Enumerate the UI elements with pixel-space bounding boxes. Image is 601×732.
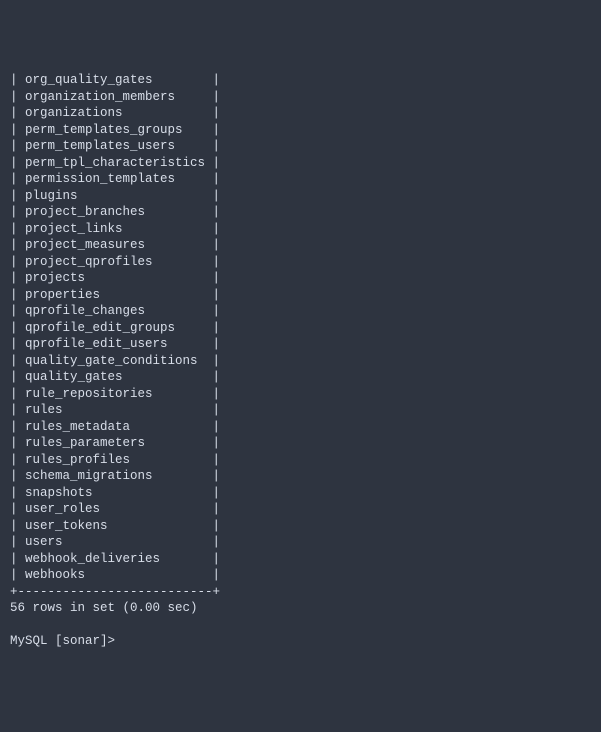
table-row: | properties | <box>10 287 591 304</box>
terminal-output: | org_quality_gates || organization_memb… <box>10 72 591 650</box>
table-row: | project_branches | <box>10 204 591 221</box>
table-row: | rules_profiles | <box>10 452 591 469</box>
table-row: | project_links | <box>10 221 591 238</box>
table-row: | project_qprofiles | <box>10 254 591 271</box>
table-row: | schema_migrations | <box>10 468 591 485</box>
table-row: | rules | <box>10 402 591 419</box>
table-row: | rules_metadata | <box>10 419 591 436</box>
table-row: | qprofile_edit_users | <box>10 336 591 353</box>
table-row: | perm_tpl_characteristics | <box>10 155 591 172</box>
table-row: | qprofile_changes | <box>10 303 591 320</box>
table-row: | plugins | <box>10 188 591 205</box>
table-row: | rules_parameters | <box>10 435 591 452</box>
table-row: | webhook_deliveries | <box>10 551 591 568</box>
table-row: | webhooks | <box>10 567 591 584</box>
mysql-prompt[interactable]: MySQL [sonar]> <box>10 633 591 650</box>
table-row: | quality_gates | <box>10 369 591 386</box>
table-row: | perm_templates_users | <box>10 138 591 155</box>
table-row: | snapshots | <box>10 485 591 502</box>
table-row: | organization_members | <box>10 89 591 106</box>
table-row: | organizations | <box>10 105 591 122</box>
table-row: | perm_templates_groups | <box>10 122 591 139</box>
table-row: | user_roles | <box>10 501 591 518</box>
table-row: | quality_gate_conditions | <box>10 353 591 370</box>
table-row: | projects | <box>10 270 591 287</box>
table-row: | project_measures | <box>10 237 591 254</box>
table-row: | rule_repositories | <box>10 386 591 403</box>
table-row: | users | <box>10 534 591 551</box>
table-row: | permission_templates | <box>10 171 591 188</box>
table-row: | qprofile_edit_groups | <box>10 320 591 337</box>
result-summary: 56 rows in set (0.00 sec) <box>10 600 591 617</box>
blank-line <box>10 617 591 634</box>
table-row: | user_tokens | <box>10 518 591 535</box>
table-row: | org_quality_gates | <box>10 72 591 89</box>
